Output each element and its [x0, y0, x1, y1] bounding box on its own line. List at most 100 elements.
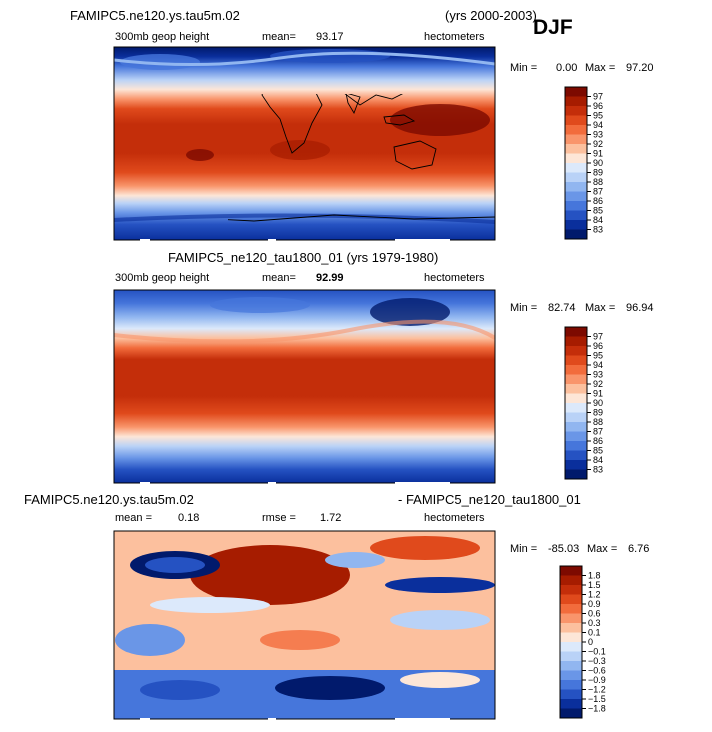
coastline — [228, 214, 496, 222]
colorbar-tick-label: 1.8 — [588, 571, 601, 581]
panel3-title-right: - FAMIPC5_ne120_tau1800_01 — [398, 492, 581, 507]
colorbar-swatch — [565, 403, 587, 413]
colorbar-tick-label: −0.3 — [588, 656, 606, 666]
colorbar-swatch — [560, 594, 582, 605]
colorbar-swatch — [565, 384, 587, 394]
colorbar-swatch — [560, 585, 582, 595]
coastlines — [228, 94, 496, 222]
panel2-max-label: Max = — [585, 302, 616, 314]
colorbar-swatch — [560, 613, 582, 624]
panel2-min-label: Min = — [510, 302, 538, 314]
colorbar-swatch — [565, 87, 587, 97]
panel3-max-value: 6.76 — [628, 543, 650, 555]
colorbar-swatch — [565, 422, 587, 432]
colorbar-tick-label: 83 — [593, 465, 603, 475]
panel3-title: FAMIPC5.ne120.ys.tau5m.02 — [24, 492, 194, 507]
colorbar-swatch — [565, 365, 587, 375]
colorbar-swatch — [565, 125, 587, 135]
colorbar-tick-label: 84 — [593, 455, 603, 465]
colorbar-swatch — [560, 632, 582, 643]
panel1-min-value: 0.00 — [556, 62, 578, 74]
colorbar-swatch — [560, 623, 582, 633]
panel1-max-label: Max = — [585, 62, 616, 74]
panel1-mean-label: mean= — [262, 31, 296, 43]
panel3-min-value: -85.03 — [548, 543, 580, 555]
colorbar-tick-label: 89 — [593, 168, 603, 178]
panel3-colorbar: 1.81.51.20.90.60.30.10−0.1−0.3−0.6−0.9−1… — [559, 565, 606, 719]
colorbar-swatch — [565, 393, 587, 404]
colorbar-swatch — [560, 670, 582, 681]
colorbar-swatch — [565, 115, 587, 126]
colorbar-swatch — [565, 346, 587, 356]
colorbar-swatch — [565, 144, 587, 154]
panel3-map — [114, 531, 495, 719]
colorbar-swatch — [565, 469, 587, 480]
colorbar-tick-label: 94 — [593, 360, 603, 370]
colorbar-tick-label: 1.5 — [588, 580, 601, 590]
colorbar-tick-label: 86 — [593, 196, 603, 206]
panel1-min-label: Min = — [510, 62, 538, 74]
colorbar-tick-label: 92 — [593, 139, 603, 149]
panel1-max-value: 97.20 — [626, 62, 654, 74]
colorbar-tick-label: 96 — [593, 341, 603, 351]
panel2-mean-value: 92.99 — [316, 272, 344, 284]
colorbar-tick-label: 93 — [593, 130, 603, 140]
colorbar-swatch — [565, 153, 587, 164]
colorbar-swatch — [565, 172, 587, 183]
panel1-map — [114, 47, 495, 240]
colorbar-tick-label: 96 — [593, 101, 603, 111]
colorbar-tick-label: 90 — [593, 398, 603, 408]
colorbar-tick-label: 87 — [593, 427, 603, 437]
panel3-max-label: Max = — [587, 543, 618, 555]
panel1-coastlines — [228, 94, 496, 222]
colorbar-tick-label: 94 — [593, 120, 603, 130]
panel2-max-value: 96.94 — [626, 302, 654, 314]
colorbar-tick-label: 97 — [593, 92, 603, 102]
panel3-mean-label: mean = — [115, 512, 152, 524]
colorbar-swatch — [560, 604, 582, 614]
colorbar-swatch — [565, 336, 587, 347]
colorbar-tick-label: 84 — [593, 215, 603, 225]
colorbar-tick-label: 85 — [593, 446, 603, 456]
colorbar-swatch — [560, 680, 582, 690]
panel3-rmse-label: rmse = — [262, 512, 296, 524]
panel2-units: hectometers — [424, 272, 485, 284]
colorbar-swatch — [565, 210, 587, 221]
panel1-units: hectometers — [424, 31, 485, 43]
colorbar-swatch — [565, 106, 587, 116]
figure-title: FAMIPC5.ne120.ys.tau5m.02 — [70, 8, 240, 23]
panel3-units: hectometers — [424, 512, 485, 524]
panel1-mean-value: 93.17 — [316, 31, 344, 43]
colorbar-swatch — [560, 642, 582, 652]
colorbar-tick-label: 83 — [593, 225, 603, 235]
colorbar-tick-label: 93 — [593, 370, 603, 380]
panel2-min-value: 82.74 — [548, 302, 576, 314]
colorbar-swatch — [565, 412, 587, 423]
colorbar-tick-label: 1.2 — [588, 590, 601, 600]
season-label: DJF — [533, 16, 573, 39]
colorbar-swatch — [565, 134, 587, 145]
colorbar-swatch — [565, 96, 587, 107]
colorbar-tick-label: −1.2 — [588, 685, 606, 695]
colorbar-tick-label: 95 — [593, 351, 603, 361]
colorbar-tick-label: 95 — [593, 111, 603, 121]
colorbar-swatch — [565, 182, 587, 192]
panel2-mean-label: mean= — [262, 272, 296, 284]
colorbar-tick-label: 88 — [593, 177, 603, 187]
colorbar-swatch — [565, 450, 587, 461]
colorbar-tick-label: 0.9 — [588, 599, 601, 609]
colorbar-tick-label: 0.1 — [588, 628, 601, 638]
coastline — [393, 140, 437, 170]
panel3-rmse-value: 1.72 — [320, 512, 342, 524]
colorbar-tick-label: −1.5 — [588, 694, 606, 704]
year-range: (yrs 2000-2003) — [445, 8, 537, 23]
colorbar-tick-label: −0.1 — [588, 647, 606, 657]
colorbar-tick-label: 88 — [593, 417, 603, 427]
colorbar-swatch — [565, 327, 587, 337]
coastline — [344, 94, 404, 106]
panel2-title: FAMIPC5_ne120_tau1800_01 (yrs 1979-1980) — [168, 250, 439, 265]
colorbar-swatch — [560, 575, 582, 586]
